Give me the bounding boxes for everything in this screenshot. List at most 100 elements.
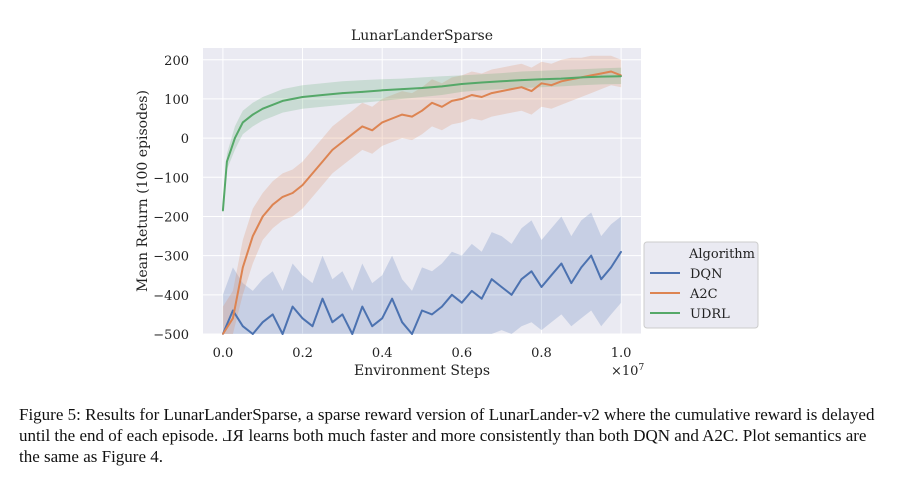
band-dqn (222, 212, 622, 334)
point-dqn (371, 325, 374, 328)
point-a2c (520, 86, 523, 88)
point-a2c (560, 80, 563, 83)
y-tick-labels: 200 100 0 −100 −200 −300 −400 −500 (153, 54, 189, 343)
point-udrl (401, 88, 403, 90)
point-a2c (311, 172, 314, 175)
point-dqn (401, 321, 403, 324)
point-a2c (252, 235, 254, 237)
point-dqn (331, 321, 334, 324)
caption-text-after: learns both much faster and more consist… (19, 426, 867, 466)
point-dqn (431, 313, 433, 316)
point-dqn (341, 313, 344, 316)
point-dqn (441, 305, 443, 308)
point-udrl (620, 75, 622, 77)
y-tick-label: −500 (153, 328, 189, 343)
y-tick-label: 0 (181, 132, 189, 147)
point-dqn (540, 286, 543, 288)
x-tick-label: 0.8 (531, 346, 552, 361)
point-a2c (451, 100, 453, 102)
point-dqn (500, 286, 503, 288)
point-udrl (421, 87, 423, 89)
point-dqn (590, 254, 592, 257)
point-a2c (461, 98, 463, 100)
figure-caption: Figure 5: Results for LunarLanderSparse,… (19, 404, 885, 467)
point-udrl (271, 104, 274, 106)
point-dqn (252, 333, 254, 335)
legend: Algorithm DQN A2C UDRL (643, 241, 759, 329)
point-a2c (371, 129, 374, 132)
y-tick-label: 100 (164, 93, 189, 108)
point-udrl (242, 121, 244, 124)
rl-mark: RL (222, 426, 245, 445)
point-a2c (441, 106, 443, 108)
point-a2c (590, 74, 592, 77)
point-dqn (520, 278, 523, 281)
point-a2c (421, 109, 423, 112)
point-dqn (391, 297, 393, 300)
point-dqn (510, 294, 513, 296)
point-a2c (401, 113, 403, 116)
y-tick-label: −200 (153, 210, 189, 225)
point-dqn (321, 297, 324, 300)
point-dqn (490, 278, 493, 281)
point-a2c (271, 203, 274, 206)
y-tick-label: −300 (153, 250, 189, 265)
point-a2c (490, 92, 493, 94)
point-dqn (480, 297, 483, 300)
point-a2c (391, 117, 393, 120)
point-dqn (421, 309, 423, 312)
point-a2c (291, 192, 294, 194)
point-a2c (222, 333, 224, 335)
point-dqn (570, 282, 573, 284)
point-udrl (252, 113, 254, 116)
point-a2c (281, 196, 284, 198)
point-a2c (480, 96, 483, 98)
point-dqn (530, 270, 533, 273)
point-dqn (560, 262, 563, 265)
x-tick-label: 1.0 (611, 346, 632, 361)
y-axis-label: Mean Return (100 episodes) (135, 90, 151, 292)
point-udrl (480, 81, 483, 84)
point-a2c (431, 102, 433, 104)
point-a2c (600, 72, 602, 75)
point-a2c (411, 115, 413, 118)
point-udrl (500, 80, 503, 83)
point-a2c (610, 70, 612, 73)
y-tick-label: −400 (153, 289, 189, 304)
point-udrl (540, 78, 543, 81)
point-udrl (441, 85, 443, 88)
point-dqn (281, 333, 284, 335)
point-a2c (242, 266, 244, 269)
chart-title: LunarLanderSparse (351, 28, 493, 44)
point-udrl (520, 79, 523, 81)
point-a2c (301, 184, 304, 186)
point-a2c (361, 125, 364, 128)
legend-label-udrl: UDRL (690, 307, 730, 322)
point-a2c (540, 82, 543, 85)
point-dqn (411, 333, 413, 335)
point-dqn (580, 266, 583, 269)
figure-chart: 200 100 0 −100 −200 −300 −400 −500 0.0 0.2 0.4 0.6… (135, 28, 759, 379)
point-udrl (321, 94, 324, 96)
x-axis-label: Environment Steps (354, 363, 490, 379)
point-udrl (461, 83, 463, 85)
legend-label-dqn: DQN (690, 267, 722, 282)
point-a2c (321, 160, 324, 163)
point-dqn (291, 305, 294, 308)
x-tick-label: 0.4 (372, 346, 393, 361)
point-udrl (222, 209, 224, 212)
point-dqn (361, 305, 364, 308)
point-a2c (500, 90, 503, 92)
legend-box (643, 241, 759, 329)
point-dqn (461, 301, 463, 304)
y-tick-label: 200 (164, 54, 189, 69)
x-multiplier-label: ×107 (611, 363, 644, 379)
point-dqn (550, 274, 553, 277)
point-udrl (600, 75, 602, 78)
x-tick-labels: 0.0 0.2 0.4 0.6 0.8 1.0 (213, 346, 632, 361)
point-dqn (620, 250, 622, 253)
point-dqn (381, 317, 384, 320)
point-a2c (232, 317, 234, 320)
point-a2c (530, 90, 533, 92)
point-udrl (341, 92, 344, 94)
